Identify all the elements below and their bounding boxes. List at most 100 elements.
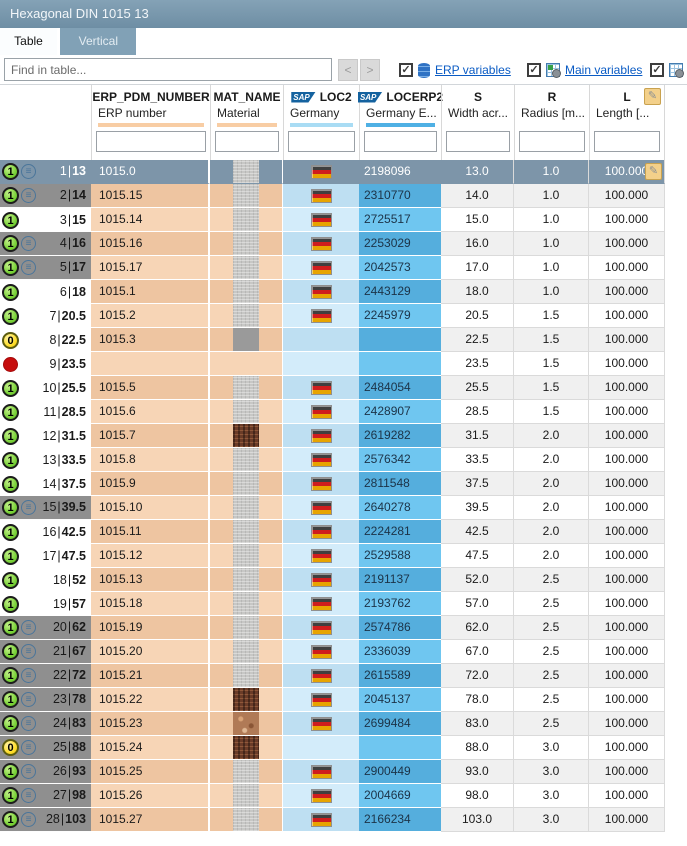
length-cell[interactable]: 100.000 xyxy=(589,808,665,832)
locerp2-cell[interactable] xyxy=(359,736,441,760)
table-row[interactable]: 1 ≡ 24|83 1015.23 2699484 83.0 2.5 100.000 xyxy=(0,712,665,736)
length-cell[interactable]: 100.000 xyxy=(589,352,665,376)
material-cell[interactable] xyxy=(210,688,283,712)
table-row[interactable]: 1 ≡ 22|72 1015.21 2615589 72.0 2.5 100.000 xyxy=(0,664,665,688)
length-cell[interactable]: 100.000 xyxy=(589,568,665,592)
erp-variables-checkbox[interactable]: ✓ xyxy=(399,63,413,77)
row-header[interactable]: 1 18|52 xyxy=(0,568,91,592)
radius-cell[interactable]: 2.5 xyxy=(514,688,589,712)
width-across-flats-cell[interactable]: 31.5 xyxy=(441,424,514,448)
column-header-erp-pdm-number[interactable]: ERP_PDM_NUMBER ERP number xyxy=(91,85,210,161)
radius-cell[interactable]: 2.0 xyxy=(514,544,589,568)
locerp2-cell[interactable]: 2042573 xyxy=(359,256,441,280)
material-cell[interactable] xyxy=(210,448,283,472)
row-header[interactable]: 1 17|47.5 xyxy=(0,544,91,568)
country-cell[interactable] xyxy=(283,280,359,304)
locerp2-cell[interactable] xyxy=(359,352,441,376)
table-row[interactable]: 1 ≡ 27|98 1015.26 2004669 98.0 3.0 100.000 xyxy=(0,784,665,808)
locerp2-cell[interactable]: 2336039 xyxy=(359,640,441,664)
locerp2-cell[interactable]: 2811548 xyxy=(359,472,441,496)
radius-cell[interactable]: 2.5 xyxy=(514,664,589,688)
country-cell[interactable] xyxy=(283,640,359,664)
table-row[interactable]: 1 ≡ 15|39.5 1015.10 2640278 39.5 2.0 100.000 xyxy=(0,496,665,520)
radius-cell[interactable]: 2.0 xyxy=(514,424,589,448)
erp-number-cell[interactable]: 1015.0 xyxy=(91,160,210,184)
country-cell[interactable] xyxy=(283,520,359,544)
row-header[interactable]: 1 ≡ 15|39.5 xyxy=(0,496,91,520)
row-header[interactable]: 1 ≡ 27|98 xyxy=(0,784,91,808)
radius-cell[interactable]: 2.5 xyxy=(514,616,589,640)
length-cell[interactable]: 100.000 xyxy=(589,520,665,544)
width-across-flats-cell[interactable]: 88.0 xyxy=(441,736,514,760)
locerp2-cell[interactable]: 2640278 xyxy=(359,496,441,520)
search-input[interactable] xyxy=(4,58,332,81)
filter-input-material[interactable] xyxy=(215,131,279,152)
width-across-flats-cell[interactable]: 23.5 xyxy=(441,352,514,376)
country-cell[interactable] xyxy=(283,712,359,736)
table-row[interactable]: 1 10|25.5 1015.5 2484054 25.5 1.5 100.000 xyxy=(0,376,665,400)
country-cell[interactable] xyxy=(283,208,359,232)
erp-number-cell[interactable] xyxy=(91,352,210,376)
tab-vertical[interactable]: Vertical xyxy=(60,28,137,55)
erp-number-cell[interactable]: 1015.6 xyxy=(91,400,210,424)
length-cell[interactable]: 100.000 xyxy=(589,376,665,400)
locerp2-cell[interactable]: 2004669 xyxy=(359,784,441,808)
width-across-flats-cell[interactable]: 18.0 xyxy=(441,280,514,304)
width-across-flats-cell[interactable]: 13.0 xyxy=(441,160,514,184)
locerp2-cell[interactable]: 2574786 xyxy=(359,616,441,640)
table-row[interactable]: 1 19|57 1015.18 2193762 57.0 2.5 100.000 xyxy=(0,592,665,616)
material-cell[interactable] xyxy=(210,664,283,688)
extra-variables-checkbox[interactable]: ✓ xyxy=(650,63,664,77)
row-header[interactable]: 1 ≡ 24|83 xyxy=(0,712,91,736)
length-cell[interactable]: 100.000 xyxy=(589,304,665,328)
length-cell[interactable]: 100.000 xyxy=(589,544,665,568)
material-cell[interactable] xyxy=(210,160,283,184)
locerp2-cell[interactable]: 2529588 xyxy=(359,544,441,568)
row-header[interactable]: 1 11|28.5 xyxy=(0,400,91,424)
length-cell[interactable]: 100.000 xyxy=(589,328,665,352)
table-row[interactable]: 1 ≡ 28|103 1015.27 2166234 103.0 3.0 100.000 xyxy=(0,808,665,832)
locerp2-cell[interactable]: 2253029 xyxy=(359,232,441,256)
table-row[interactable]: 1 ≡ 26|93 1015.25 2900449 93.0 3.0 100.000 xyxy=(0,760,665,784)
country-cell[interactable] xyxy=(283,304,359,328)
table-row[interactable]: 1 ≡ 20|62 1015.19 2574786 62.0 2.5 100.000 xyxy=(0,616,665,640)
country-cell[interactable] xyxy=(283,400,359,424)
erp-number-cell[interactable]: 1015.26 xyxy=(91,784,210,808)
row-header[interactable]: 1 10|25.5 xyxy=(0,376,91,400)
row-header[interactable]: 1 ≡ 21|67 xyxy=(0,640,91,664)
tab-table[interactable]: Table xyxy=(0,28,57,55)
material-cell[interactable] xyxy=(210,544,283,568)
material-cell[interactable] xyxy=(210,400,283,424)
erp-number-cell[interactable]: 1015.22 xyxy=(91,688,210,712)
erp-number-cell[interactable]: 1015.14 xyxy=(91,208,210,232)
radius-cell[interactable]: 1.5 xyxy=(514,304,589,328)
row-header[interactable]: 1 ≡ 1|13 xyxy=(0,160,91,184)
radius-cell[interactable]: 1.0 xyxy=(514,208,589,232)
material-cell[interactable] xyxy=(210,640,283,664)
locerp2-cell[interactable]: 2166234 xyxy=(359,808,441,832)
row-header[interactable]: 1 ≡ 22|72 xyxy=(0,664,91,688)
length-cell[interactable]: 100.000 xyxy=(589,232,665,256)
row-header[interactable]: 1 13|33.5 xyxy=(0,448,91,472)
row-header[interactable]: 1 16|42.5 xyxy=(0,520,91,544)
erp-number-cell[interactable]: 1015.23 xyxy=(91,712,210,736)
erp-number-cell[interactable]: 1015.20 xyxy=(91,640,210,664)
material-cell[interactable] xyxy=(210,304,283,328)
table-row[interactable]: 0 8|22.5 1015.3 22.5 1.5 100.000 xyxy=(0,328,665,352)
length-cell[interactable]: 100.000 xyxy=(589,400,665,424)
material-cell[interactable] xyxy=(210,472,283,496)
material-cell[interactable] xyxy=(210,184,283,208)
filter-input-l[interactable] xyxy=(594,131,660,152)
radius-cell[interactable]: 1.0 xyxy=(514,232,589,256)
erp-number-cell[interactable]: 1015.17 xyxy=(91,256,210,280)
row-header[interactable]: 1 3|15 xyxy=(0,208,91,232)
erp-number-cell[interactable]: 1015.5 xyxy=(91,376,210,400)
width-across-flats-cell[interactable]: 17.0 xyxy=(441,256,514,280)
country-cell[interactable] xyxy=(283,424,359,448)
width-across-flats-cell[interactable]: 16.0 xyxy=(441,232,514,256)
table-row[interactable]: 1 6|18 1015.1 2443129 18.0 1.0 100.000 xyxy=(0,280,665,304)
filter-input-r[interactable] xyxy=(519,131,585,152)
table-row[interactable]: 1 ≡ 23|78 1015.22 2045137 78.0 2.5 100.000 xyxy=(0,688,665,712)
width-across-flats-cell[interactable]: 67.0 xyxy=(441,640,514,664)
locerp2-cell[interactable]: 2443129 xyxy=(359,280,441,304)
